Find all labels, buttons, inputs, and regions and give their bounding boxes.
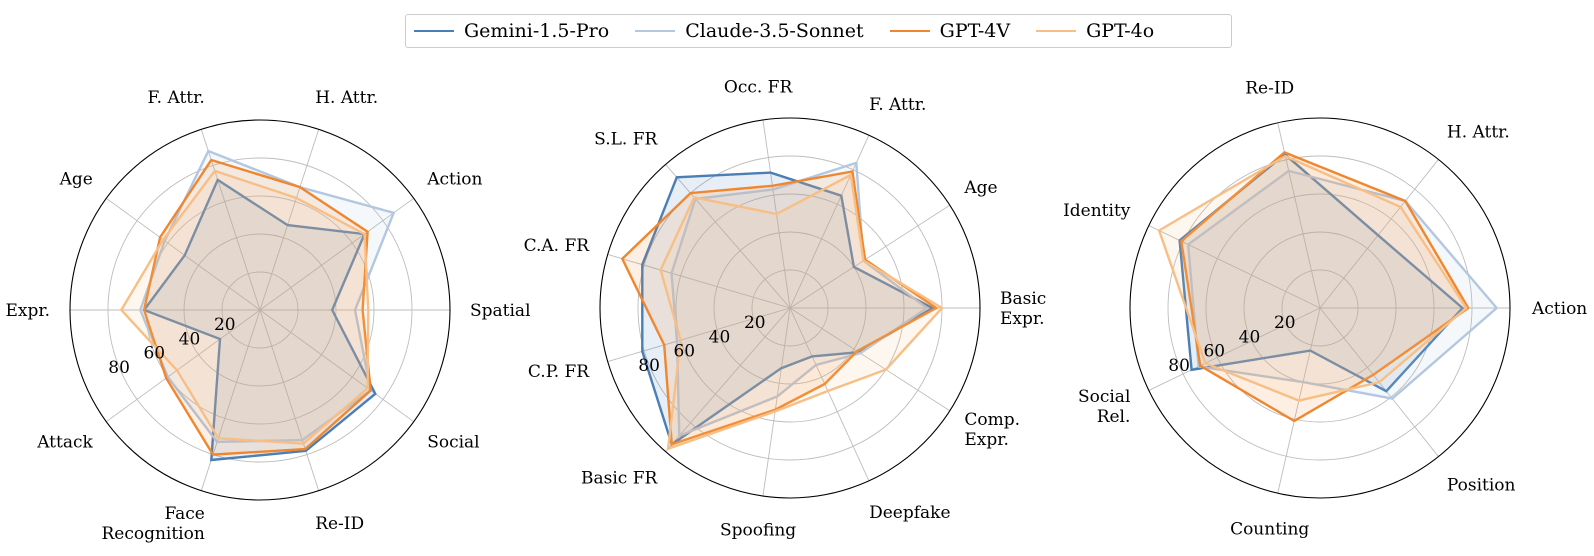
axis-label-action: Action — [1531, 299, 1587, 319]
spoke — [106, 309, 261, 423]
spoke — [259, 197, 414, 311]
axis-label-h-attr: H. Attr. — [315, 88, 378, 108]
legend-swatch — [635, 30, 676, 32]
radar-chart-1: 20 40 60 80 Spatial Action H. Attr. F. Attr. Age… — [5, 88, 530, 544]
axis-label-social-rel: Social Rel. — [1078, 387, 1130, 427]
outer-circle — [1129, 117, 1511, 499]
series-gemini-1-5-pro — [641, 171, 935, 447]
radial-tick-label: 20 — [744, 313, 766, 333]
axis-label-deepfake: Deepfake — [869, 503, 950, 523]
legend: Gemini-1.5-Pro Claude-3.5-Sonnet GPT-4V … — [405, 14, 1232, 48]
axis-label-face-recognition: Face Recognition — [101, 504, 204, 544]
legend-label: Claude-3.5-Sonnet — [685, 20, 864, 42]
series-gpt-4v — [620, 170, 939, 447]
legend-item-claude: Claude-3.5-Sonnet — [633, 20, 864, 42]
outer-circle — [599, 117, 981, 499]
axis-label-occ-fr: Occ. FR — [724, 77, 794, 97]
axis-label-comp-expr: Comp. Expr. — [964, 410, 1020, 450]
legend-label: GPT-4o — [1086, 20, 1155, 42]
radial-tick-label: 60 — [1203, 342, 1225, 362]
axis-label-attack: Attack — [36, 433, 93, 453]
spoke — [789, 307, 951, 412]
spoke — [259, 129, 320, 311]
spoke — [665, 164, 791, 309]
axis-label-spoofing: Spoofing — [720, 521, 796, 541]
legend-label: Gemini-1.5-Pro — [464, 20, 610, 42]
axis-label-counting: Counting — [1230, 519, 1309, 539]
radar-chart-3: 20 40 60 80 Action H. Attr. Re-ID Identity Socia… — [1063, 79, 1587, 540]
legend-swatch — [889, 30, 930, 32]
spoke — [665, 307, 791, 452]
axis-label-identity: Identity — [1063, 201, 1131, 221]
axis-label-age: Age — [963, 178, 997, 198]
series-gpt-4o — [119, 169, 370, 445]
radial-tick-label: 20 — [214, 315, 236, 335]
radial-tick-label: 80 — [108, 358, 130, 378]
radial-tick-label: 60 — [143, 344, 165, 364]
spoke — [106, 197, 261, 311]
axis-label-f-attr: F. Attr. — [869, 95, 926, 115]
spoke — [789, 204, 951, 309]
axis-label-re-id: Re-ID — [315, 514, 364, 534]
spoke — [1148, 225, 1321, 309]
spoke — [1319, 159, 1439, 309]
radial-tick-label: 80 — [1168, 356, 1190, 376]
axis-label-h-attr: H. Attr. — [1447, 122, 1510, 142]
legend-label: GPT-4V — [939, 20, 1011, 42]
axis-label-s-l-fr: S.L. FR — [594, 130, 658, 150]
spoke — [1148, 307, 1321, 391]
axis-label-age: Age — [59, 169, 93, 189]
axis-label-expr: Expr. — [5, 301, 50, 321]
spoke — [259, 309, 414, 423]
radar-chart-2: 20 40 60 80 Basic Expr. Age F. Attr. Occ. FR S.L.… — [524, 77, 1047, 540]
spoke — [607, 254, 791, 309]
axis-label-c-p-fr: C.P. FR — [528, 362, 590, 382]
series-gpt-4o — [1157, 154, 1468, 402]
axis-label-basic-expr: Basic Expr. — [1000, 289, 1046, 329]
radial-tick-label: 40 — [1239, 328, 1261, 348]
series-claude-3-5-sonnet — [670, 161, 929, 438]
spoke — [607, 307, 791, 362]
radial-tick-label: 80 — [638, 356, 660, 376]
series-gpt-4v — [142, 158, 372, 456]
axis-label-basic-fr: Basic FR — [581, 468, 659, 488]
legend-item-gpt4v: GPT-4V — [888, 20, 1010, 42]
radial-tick-label: 20 — [1274, 313, 1296, 333]
outer-circle — [69, 119, 451, 501]
axis-label-f-attr: F. Attr. — [148, 88, 205, 108]
legend-item-gpt4o: GPT-4o — [1034, 20, 1154, 42]
legend-swatch — [1036, 30, 1077, 32]
spoke — [259, 309, 320, 491]
legend-item-gemini: Gemini-1.5-Pro — [412, 20, 609, 42]
axis-label-re-id: Re-ID — [1245, 79, 1294, 99]
axis-label-position: Position — [1447, 476, 1516, 496]
axis-label-spatial: Spatial — [470, 301, 531, 321]
radial-tick-label: 60 — [673, 342, 695, 362]
axis-label-action: Action — [426, 169, 482, 189]
radial-tick-label: 40 — [179, 330, 201, 350]
spoke — [762, 307, 791, 497]
axis-label-social: Social — [427, 433, 479, 453]
axis-label-c-a-fr: C.A. FR — [524, 236, 591, 256]
series-gpt-4v — [1180, 151, 1470, 423]
legend-swatch — [414, 30, 454, 32]
spoke — [789, 307, 870, 482]
radial-tick-label: 40 — [709, 328, 731, 348]
series-gpt-4o — [659, 173, 944, 451]
